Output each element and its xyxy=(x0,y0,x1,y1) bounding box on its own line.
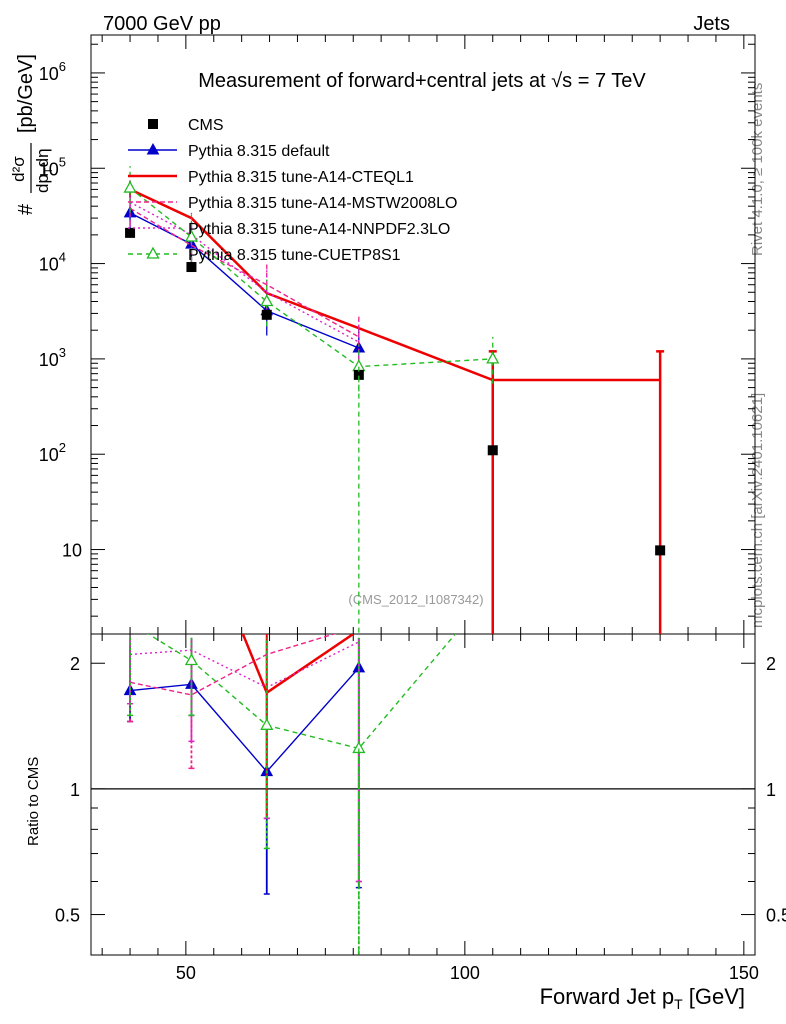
x-label-unit: [GeV] xyxy=(683,984,745,1009)
main-series-layer xyxy=(123,166,666,634)
series-line-2 xyxy=(129,207,360,338)
cms-data-point xyxy=(353,369,364,380)
title-prefix: Measurement of forward+central jets at xyxy=(198,70,551,92)
y-label-sub: T xyxy=(43,167,55,174)
y-label-deta: dη xyxy=(33,148,52,167)
cms-data-point xyxy=(261,309,272,320)
series-marker-4 xyxy=(486,351,500,364)
y-label-denominator: dpTdη xyxy=(33,148,55,193)
y-tick-label: 10 xyxy=(62,541,82,561)
y-tick-label: 102 xyxy=(39,440,66,465)
ratio-tick-label-right: 2 xyxy=(766,654,776,674)
title-suffix: = 7 TeV xyxy=(572,70,646,92)
x-tick-label: 100 xyxy=(450,963,480,983)
mcplots-label: mcplots.cern.ch [arXiv:2401.10621] xyxy=(749,393,766,628)
ratio-tick-label-left: 0.5 xyxy=(55,906,80,926)
cms-data-point xyxy=(125,227,136,238)
series-line-1 xyxy=(129,188,661,382)
y-axis-label: # d²σ dpTdη [pb/GeV] xyxy=(9,54,55,215)
series-marker-4 xyxy=(260,294,274,307)
ratio-tick-label-left: 1 xyxy=(70,780,80,800)
main-axis-ticks: 10 102 103 104 105 106 xyxy=(39,35,755,634)
y-tick-exponent: 6 xyxy=(59,59,66,74)
legend-label: Pythia 8.315 tune-A14-CTEQL1 xyxy=(188,169,414,186)
y-tick-label: 106 xyxy=(39,59,66,84)
legend-label: Pythia 8.315 tune-CUETP8S1 xyxy=(188,247,401,264)
legend-marker-cms xyxy=(148,119,158,129)
x-label-sub: T xyxy=(674,996,683,1012)
process-label: Jets xyxy=(693,13,730,35)
x-axis-label: Forward Jet pT [GeV] xyxy=(540,984,745,1012)
y-label-dp: dp xyxy=(33,174,52,193)
y-tick-exponent: 2 xyxy=(59,440,66,455)
series-line-0 xyxy=(129,212,360,349)
ratio-axis-ticks: 50 100 150 0.5 0.5 1 1 2 2 xyxy=(55,634,786,983)
y-tick-exponent: 3 xyxy=(59,345,66,360)
ratio-line-0 xyxy=(129,667,360,773)
y-tick-exponent: 4 xyxy=(59,250,66,265)
series-line-3 xyxy=(129,201,360,343)
x-tick-label: 150 xyxy=(729,963,759,983)
title-sqrt-s: √s xyxy=(551,70,572,92)
ratio-tick-label-right: 0.5 xyxy=(766,906,786,926)
y-label-numerator: d²σ xyxy=(9,156,28,182)
series-line-4 xyxy=(129,187,493,368)
ratio-line-2 xyxy=(129,634,337,696)
chart-title: Measurement of forward+central jets at √… xyxy=(198,70,646,92)
ratio-series-layer xyxy=(123,617,457,955)
y-tick-label: 105 xyxy=(39,154,66,179)
rivet-label: Rivet 4.1.0, ≥ 100k events xyxy=(749,83,766,256)
x-label-main: Forward Jet p xyxy=(540,984,675,1009)
series-marker-4 xyxy=(184,229,199,242)
energy-label: 7000 GeV pp xyxy=(103,13,221,35)
legend-label: Pythia 8.315 default xyxy=(188,143,330,160)
series-marker-4 xyxy=(123,180,137,193)
ratio-line-1 xyxy=(241,634,354,695)
ratio-y-axis-label: Ratio to CMS xyxy=(25,757,42,846)
cms-data-point xyxy=(186,262,197,273)
legend-marker-5 xyxy=(146,246,160,259)
y-label-hash: # xyxy=(15,203,37,215)
ratio-line-4 xyxy=(146,634,457,750)
y-tick-label: 103 xyxy=(39,345,66,370)
ratio-tick-label-right: 1 xyxy=(766,780,776,800)
x-tick-label: 50 xyxy=(176,963,196,983)
legend: CMS Pythia 8.315 default Pythia 8.315 tune… xyxy=(128,117,457,264)
legend-label: CMS xyxy=(188,117,224,134)
legend-label: Pythia 8.315 tune-A14-MSTW2008LO xyxy=(188,195,457,212)
ratio-tick-label-left: 2 xyxy=(70,654,80,674)
ratio-plot-frame xyxy=(90,633,756,956)
cms-data-point xyxy=(655,545,666,556)
ratio-marker-4 xyxy=(260,717,274,730)
ratio-marker-4 xyxy=(184,653,199,666)
cms-data-point xyxy=(487,445,498,456)
legend-label: Pythia 8.315 tune-A14-NNPDF2.3LO xyxy=(188,221,450,238)
legend-marker-1 xyxy=(146,142,160,155)
y-label-unit: [pb/GeV] xyxy=(15,54,37,133)
ratio-marker-4 xyxy=(125,617,136,627)
analysis-tag: (CMS_2012_I1087342) xyxy=(348,592,483,607)
y-tick-exponent: 5 xyxy=(59,154,66,169)
y-tick-label: 104 xyxy=(39,250,66,275)
ratio-line-3 xyxy=(130,641,360,689)
